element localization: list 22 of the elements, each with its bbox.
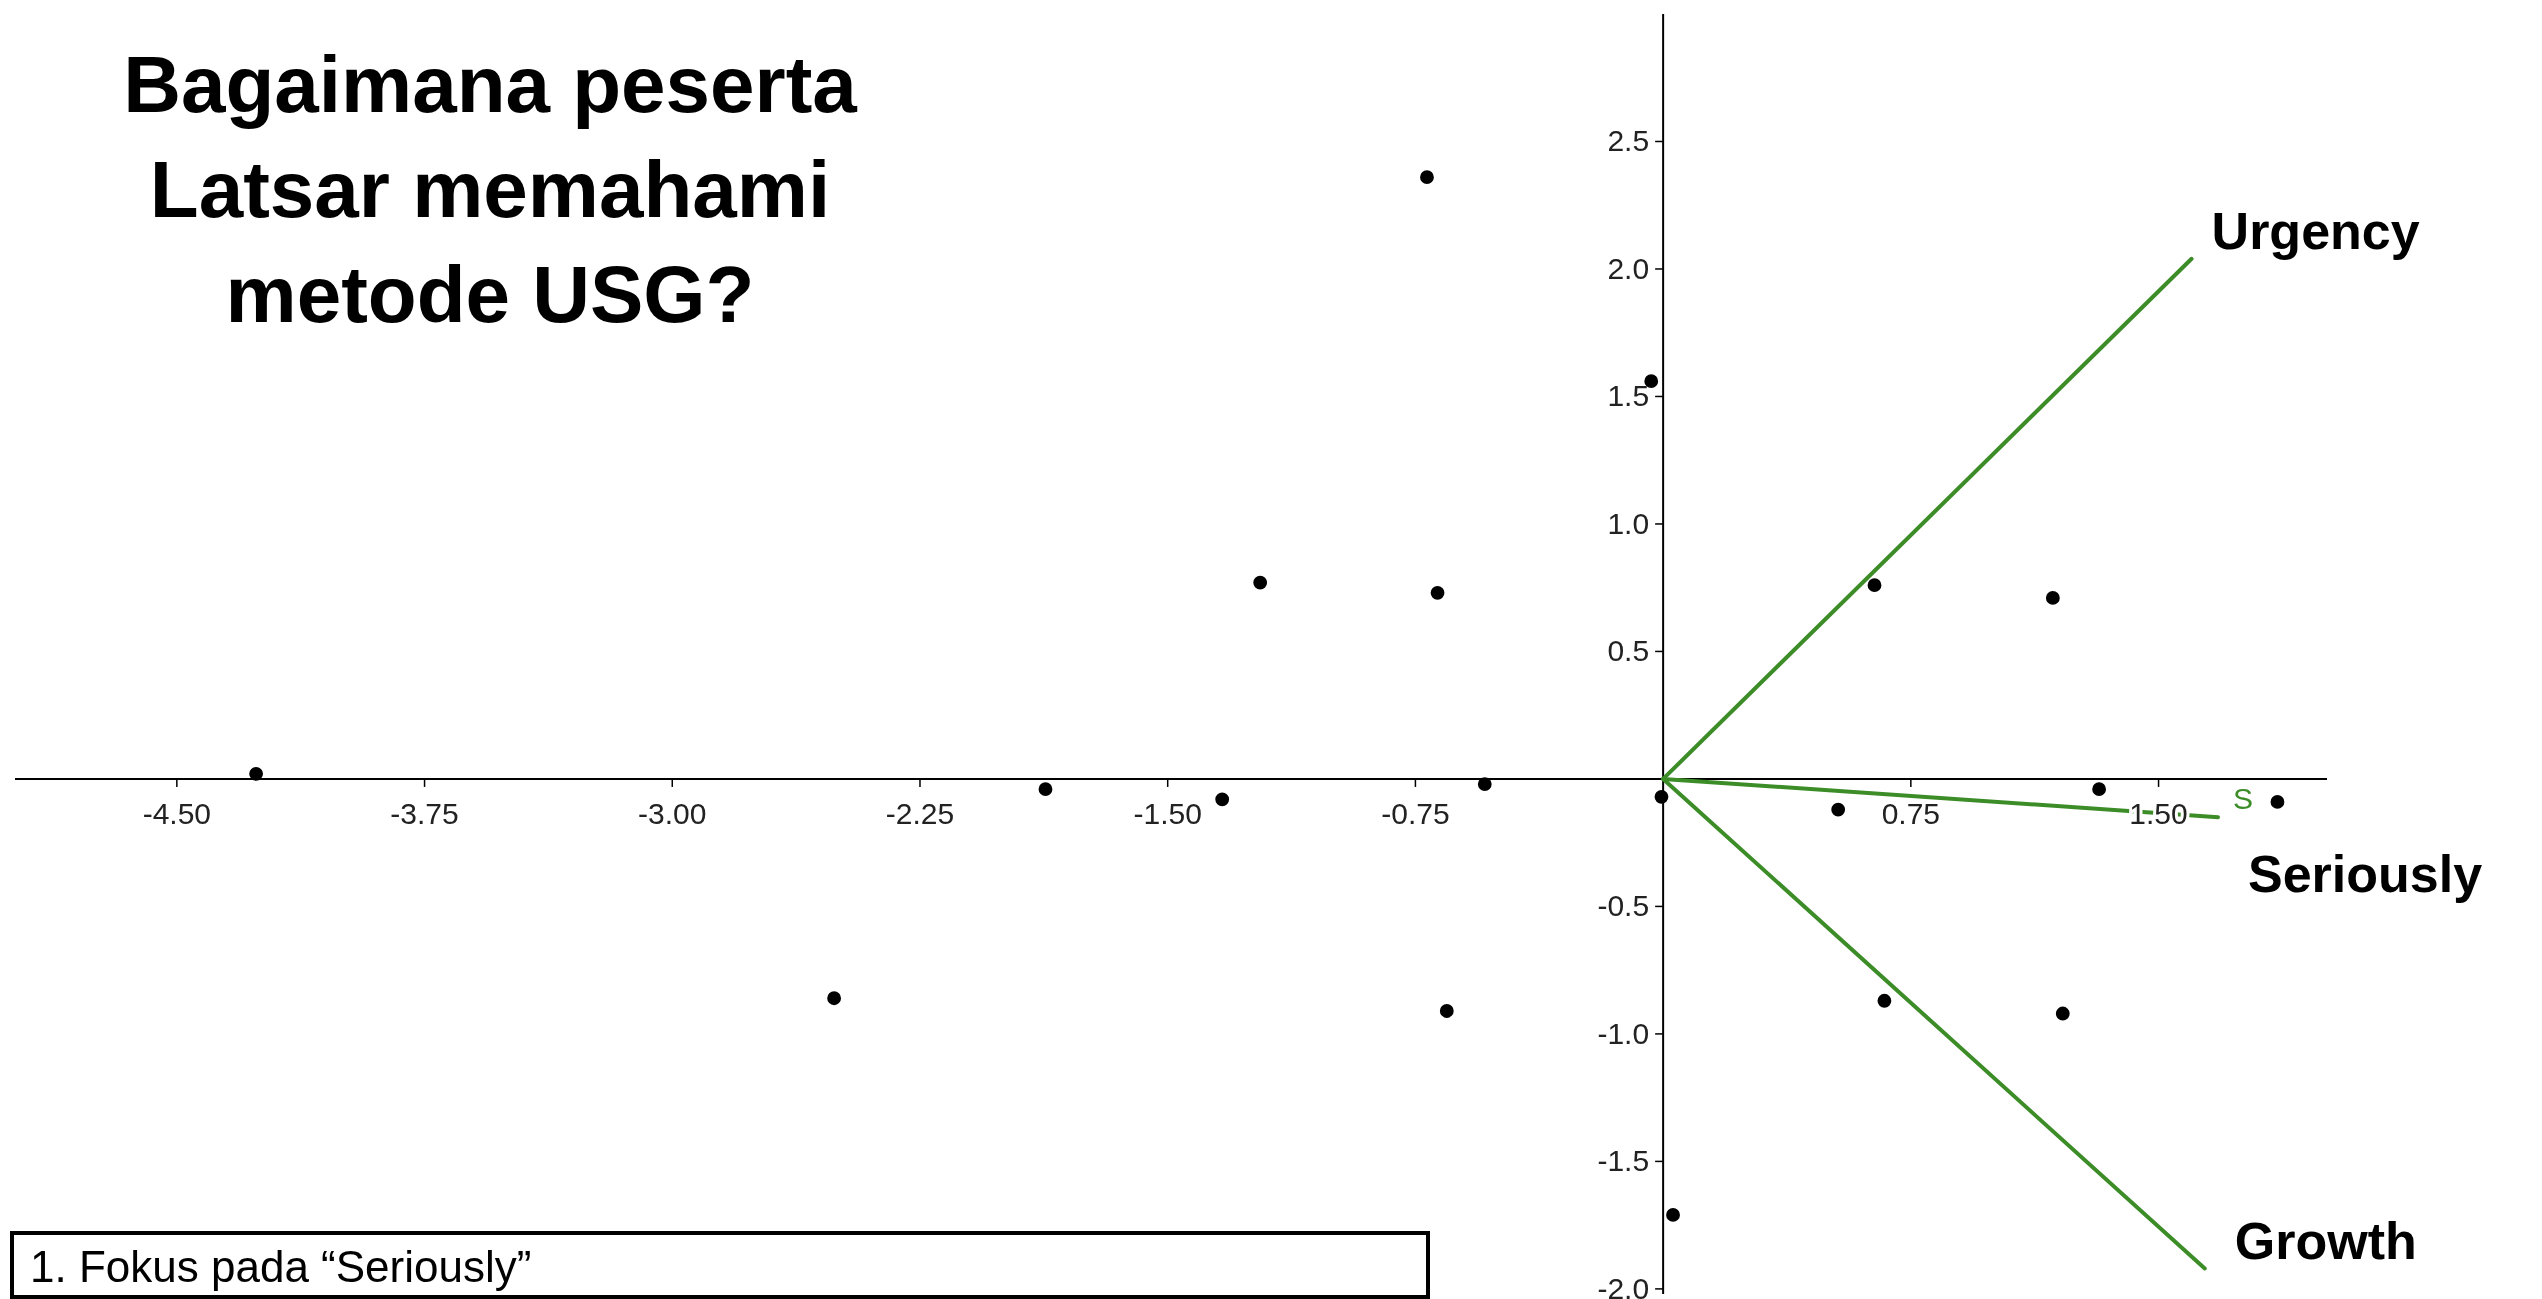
y-tick-label: 1.0 bbox=[1607, 506, 1650, 540]
x-tick-label: -3.75 bbox=[390, 796, 459, 830]
series-label: Seriously bbox=[2248, 845, 2483, 904]
y-tick-label: -0.5 bbox=[1597, 889, 1650, 923]
x-tick-label: -1.50 bbox=[1133, 796, 1202, 830]
annotation: S bbox=[2233, 782, 2254, 816]
series-label: Urgency bbox=[2211, 201, 2420, 260]
y-tick-label: 2.0 bbox=[1607, 251, 1650, 285]
x-tick-label: 0.75 bbox=[1881, 796, 1941, 830]
text: Bagaimana peserta Latsar memahami metode USG? bbox=[123, 40, 858, 339]
y-tick-label: 1.5 bbox=[1607, 379, 1650, 413]
series-label: Growth bbox=[2234, 1211, 2417, 1270]
y-tick-label: -2.0 bbox=[1597, 1271, 1650, 1299]
y-tick-label: 2.5 bbox=[1607, 124, 1650, 158]
x-tick-label: -0.75 bbox=[1381, 796, 1450, 830]
annotation: 1. Fokus pada “Seriously” bbox=[30, 1242, 532, 1291]
y-tick-label: -1.0 bbox=[1597, 1016, 1650, 1050]
y-tick-label: 0.5 bbox=[1607, 634, 1650, 668]
x-tick-label: -4.50 bbox=[142, 796, 212, 830]
x-tick-label: -3.00 bbox=[638, 796, 707, 830]
x-tick-label: -2.25 bbox=[885, 796, 955, 830]
y-tick-label: -1.5 bbox=[1597, 1144, 1650, 1178]
